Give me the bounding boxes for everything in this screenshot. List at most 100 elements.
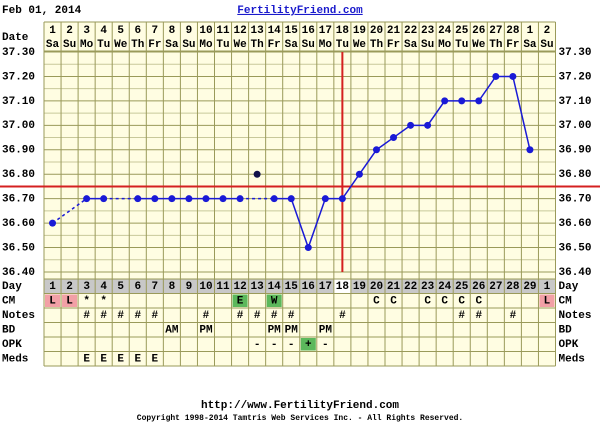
row-cell: PM <box>319 325 333 337</box>
date-label: 2 <box>544 25 551 37</box>
weekday-label: Su <box>540 39 553 51</box>
row-cell: * <box>83 296 90 308</box>
weekday-label: Mo <box>438 39 452 51</box>
cell-highlight <box>62 294 78 307</box>
day-label: 21 <box>387 281 401 293</box>
row-cell: E <box>237 296 244 308</box>
weekday-label: Sa <box>285 39 299 51</box>
date-label: 25 <box>455 25 469 37</box>
temp-point <box>390 134 398 142</box>
row-label: CM <box>2 296 16 308</box>
row-cell: # <box>100 310 107 322</box>
day-label: 23 <box>421 281 435 293</box>
weekday-label: Fr <box>387 39 400 51</box>
temp-point <box>270 195 278 203</box>
row-cell: - <box>288 339 295 351</box>
row-cell: # <box>254 310 261 322</box>
weekday-label: Mo <box>319 39 333 51</box>
weekday-label: Su <box>182 39 195 51</box>
weekday-label: We <box>472 39 486 51</box>
y-tick-label-right: 36.60 <box>559 218 592 230</box>
row-cell: E <box>83 354 90 366</box>
temp-point <box>407 121 415 129</box>
day-label: 22 <box>404 281 417 293</box>
y-tick-label: 36.70 <box>2 194 35 206</box>
row-cell: # <box>475 310 482 322</box>
day-cell <box>44 279 62 294</box>
weekday-label: Sa <box>523 39 537 51</box>
row-label-right: OPK <box>559 339 579 351</box>
row-cell: C <box>441 296 448 308</box>
row-cell: W <box>271 296 278 308</box>
day-cell <box>180 279 198 294</box>
row-label: Notes <box>2 310 35 322</box>
temp-point <box>321 195 329 203</box>
day-cell <box>112 279 130 294</box>
temp-point <box>49 219 57 227</box>
y-tick-label-right: 37.30 <box>559 47 592 59</box>
temp-point <box>424 121 432 129</box>
temp-point <box>526 146 534 154</box>
temp-point <box>372 146 380 154</box>
date-label: 5 <box>117 25 124 37</box>
footer-url[interactable]: http://www.FertilityFriend.com <box>201 400 399 412</box>
day-cell <box>521 279 539 294</box>
row-cell: E <box>152 354 159 366</box>
temp-point <box>338 195 346 203</box>
day-label: 1 <box>544 281 551 293</box>
day-cell <box>265 279 283 294</box>
weekday-label: Th <box>131 39 144 51</box>
temp-point <box>475 97 483 105</box>
y-tick-label-right: 36.50 <box>559 242 592 254</box>
date-label: 28 <box>506 25 520 37</box>
date-label: 14 <box>268 25 282 37</box>
day-label: 19 <box>353 281 366 293</box>
day-cell <box>367 279 385 294</box>
day-cell <box>95 279 113 294</box>
day-cell <box>402 279 420 294</box>
weekday-label: Fr <box>268 39 281 51</box>
row-label-right: Notes <box>559 310 592 322</box>
row-cell: AM <box>165 325 179 337</box>
y-tick-label: 37.30 <box>2 47 35 59</box>
day-cell <box>146 279 164 294</box>
date-label: 10 <box>199 25 212 37</box>
day-label: 1 <box>49 281 56 293</box>
chart-date: Feb 01, 2014 <box>2 5 82 17</box>
row-label-right: BD <box>559 325 573 337</box>
row-cell: - <box>254 339 261 351</box>
row-label: BD <box>2 325 16 337</box>
temp-point <box>509 72 517 80</box>
row-cell: # <box>152 310 159 322</box>
weekday-label: Su <box>63 39 76 51</box>
weekday-label: Tu <box>97 39 110 51</box>
row-cell: PM <box>268 325 282 337</box>
day-cell <box>487 279 505 294</box>
day-label: 3 <box>83 281 90 293</box>
weekday-label: Sa <box>165 39 179 51</box>
day-cell <box>248 279 266 294</box>
day-cell <box>436 279 454 294</box>
date-label: 18 <box>336 25 350 37</box>
weekday-label: Th <box>370 39 383 51</box>
cell-highlight <box>539 294 555 307</box>
day-label: 2 <box>66 281 73 293</box>
y-tick-label: 36.50 <box>2 242 35 254</box>
day-cell <box>163 279 181 294</box>
date-label: 17 <box>319 25 332 37</box>
weekday-label: Su <box>421 39 434 51</box>
date-label: 26 <box>472 25 485 37</box>
row-cell: C <box>458 296 465 308</box>
date-label: 21 <box>387 25 401 37</box>
day-label: 18 <box>336 281 350 293</box>
date-label: 2 <box>66 25 73 37</box>
day-cell <box>316 279 334 294</box>
weekday-label: Tu <box>455 39 468 51</box>
row-cell: # <box>117 310 124 322</box>
date-label: 4 <box>100 25 107 37</box>
site-link[interactable]: FertilityFriend.com <box>237 5 363 17</box>
weekday-label: Mo <box>199 39 213 51</box>
row-cell: # <box>510 310 517 322</box>
y-tick-label: 36.60 <box>2 218 35 230</box>
